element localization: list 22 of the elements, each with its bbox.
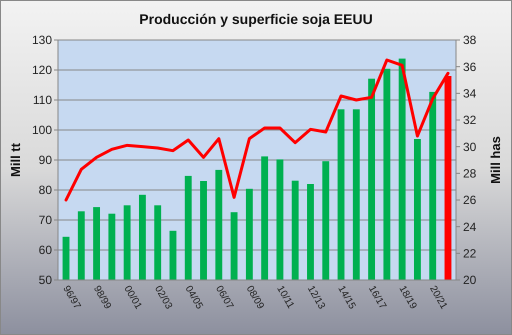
y-tick-label: 100 bbox=[32, 123, 52, 138]
y2-tick-label: 34 bbox=[463, 86, 477, 101]
y2-tick-label: 20 bbox=[463, 273, 477, 288]
y-axis-title: Mill tt bbox=[8, 142, 23, 177]
y2-tick-label: 36 bbox=[463, 60, 477, 74]
y-tick-label: 80 bbox=[38, 183, 52, 198]
y-tick-label: 110 bbox=[32, 93, 52, 108]
y-tick-label: 120 bbox=[32, 63, 52, 78]
y2-tick-label: 30 bbox=[463, 140, 477, 154]
y-tick-label: 50 bbox=[38, 273, 52, 288]
y-tick-label: 130 bbox=[32, 33, 52, 48]
y2-tick-label: 28 bbox=[463, 166, 477, 181]
y2-axis-title: Mill has bbox=[488, 136, 503, 184]
y-tick-label: 60 bbox=[38, 243, 52, 258]
y2-tick-label: 32 bbox=[463, 113, 477, 128]
y2-tick-label: 22 bbox=[463, 246, 477, 261]
y2-tick-label: 38 bbox=[463, 33, 477, 48]
y2-tick-label: 24 bbox=[463, 220, 477, 234]
y-tick-label: 70 bbox=[38, 213, 52, 228]
y-tick-label: 90 bbox=[38, 153, 52, 168]
y2-tick-label: 26 bbox=[463, 193, 477, 208]
chart-title: Producción y superficie soja EEUU bbox=[139, 11, 373, 27]
